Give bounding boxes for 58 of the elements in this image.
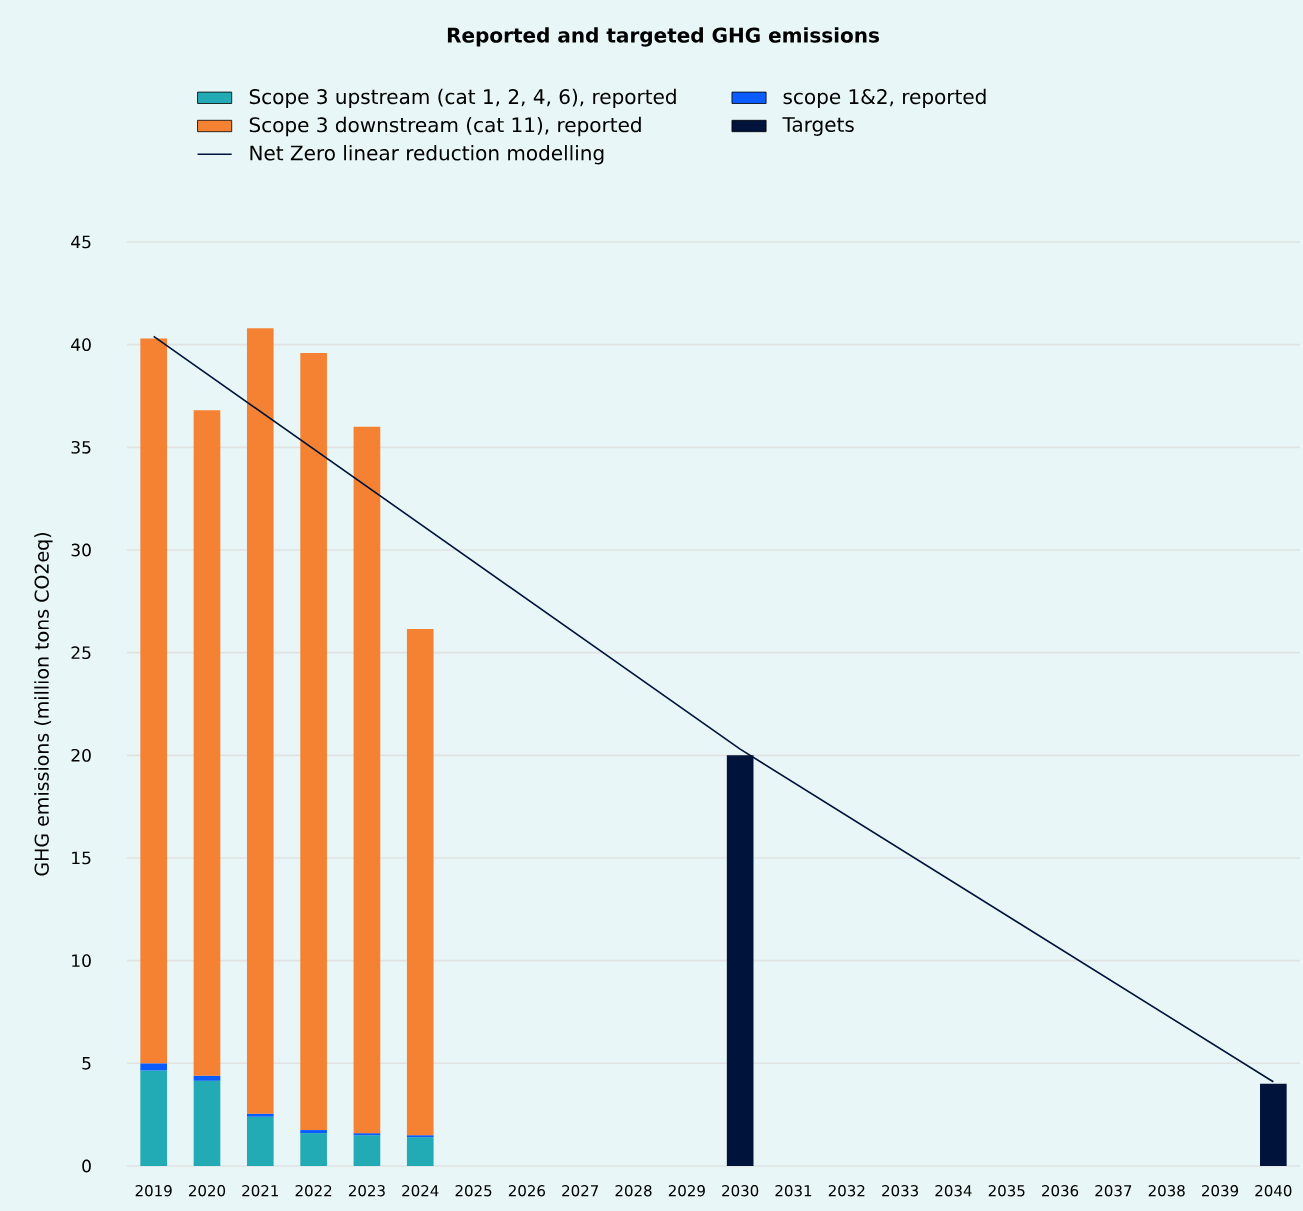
bar (353, 1135, 381, 1166)
bar (246, 328, 274, 1114)
y-tick-label: 10 (72, 954, 91, 968)
y-tick-label: 0 (82, 1159, 91, 1173)
x-tick-label: 2022 (295, 1185, 332, 1197)
x-tick-label: 2039 (1202, 1185, 1239, 1197)
bar (193, 1075, 221, 1081)
x-tick-label: 2027 (562, 1185, 598, 1197)
y-tick-label: 35 (71, 440, 91, 454)
y-tick-label: 20 (71, 748, 91, 762)
bar (353, 426, 381, 1134)
x-tick-label: 2026 (508, 1185, 546, 1197)
y-tick-label: 5 (82, 1057, 91, 1070)
x-tick-label: 2029 (668, 1185, 705, 1197)
bar (300, 1130, 327, 1134)
bar (353, 1133, 381, 1136)
bar (406, 629, 434, 1136)
y-tick-label: 15 (72, 851, 91, 865)
legend-label: Scope 3 upstream (cat 1, 2, 4, 6), reported (249, 88, 676, 109)
x-tick-label: 2024 (402, 1185, 439, 1197)
x-tick-label: 2035 (988, 1185, 1025, 1197)
x-tick-label: 2021 (242, 1185, 278, 1197)
bar (246, 1116, 274, 1166)
legend-label: Net Zero linear reduction modelling (250, 145, 604, 165)
bar (193, 410, 221, 1076)
y-tick-label: 40 (71, 338, 91, 352)
x-tick-label: 2023 (348, 1185, 385, 1197)
legend-label: scope 1&2, reported (783, 88, 986, 109)
x-tick-label: 2033 (882, 1185, 918, 1197)
y-axis-title: GHG emissions (million tons CO2eq) (34, 533, 53, 876)
x-tick-label: 2031 (775, 1185, 812, 1197)
y-tick-label: 25 (71, 646, 91, 660)
bar (1260, 1083, 1287, 1166)
x-tick-label: 2032 (828, 1185, 865, 1197)
bar (406, 1135, 434, 1138)
legend-label: Scope 3 downstream (cat 11), reported (249, 116, 641, 137)
bar (140, 338, 167, 1064)
x-tick-label: 2030 (722, 1185, 759, 1197)
bar (406, 1137, 434, 1166)
y-tick-label: 45 (71, 235, 91, 249)
bar (300, 352, 327, 1131)
x-tick-label: 2025 (455, 1185, 492, 1197)
x-tick-label: 2038 (1148, 1185, 1185, 1197)
x-tick-label: 2040 (1255, 1185, 1292, 1197)
x-tick-label: 2034 (935, 1185, 972, 1197)
bar (246, 1113, 274, 1117)
x-tick-label: 2037 (1095, 1185, 1132, 1197)
x-tick-label: 2019 (135, 1185, 172, 1197)
bar (193, 1080, 221, 1166)
x-tick-label: 2028 (615, 1185, 652, 1197)
x-tick-label: 2020 (188, 1185, 226, 1197)
legend-label: Targets (782, 117, 854, 136)
bar (140, 1070, 167, 1166)
x-tick-label: 2036 (1042, 1185, 1079, 1197)
bar (300, 1133, 327, 1166)
bar (140, 1063, 167, 1071)
chart-title: Reported and targeted GHG emissions (447, 27, 879, 47)
y-tick-label: 30 (71, 543, 91, 557)
